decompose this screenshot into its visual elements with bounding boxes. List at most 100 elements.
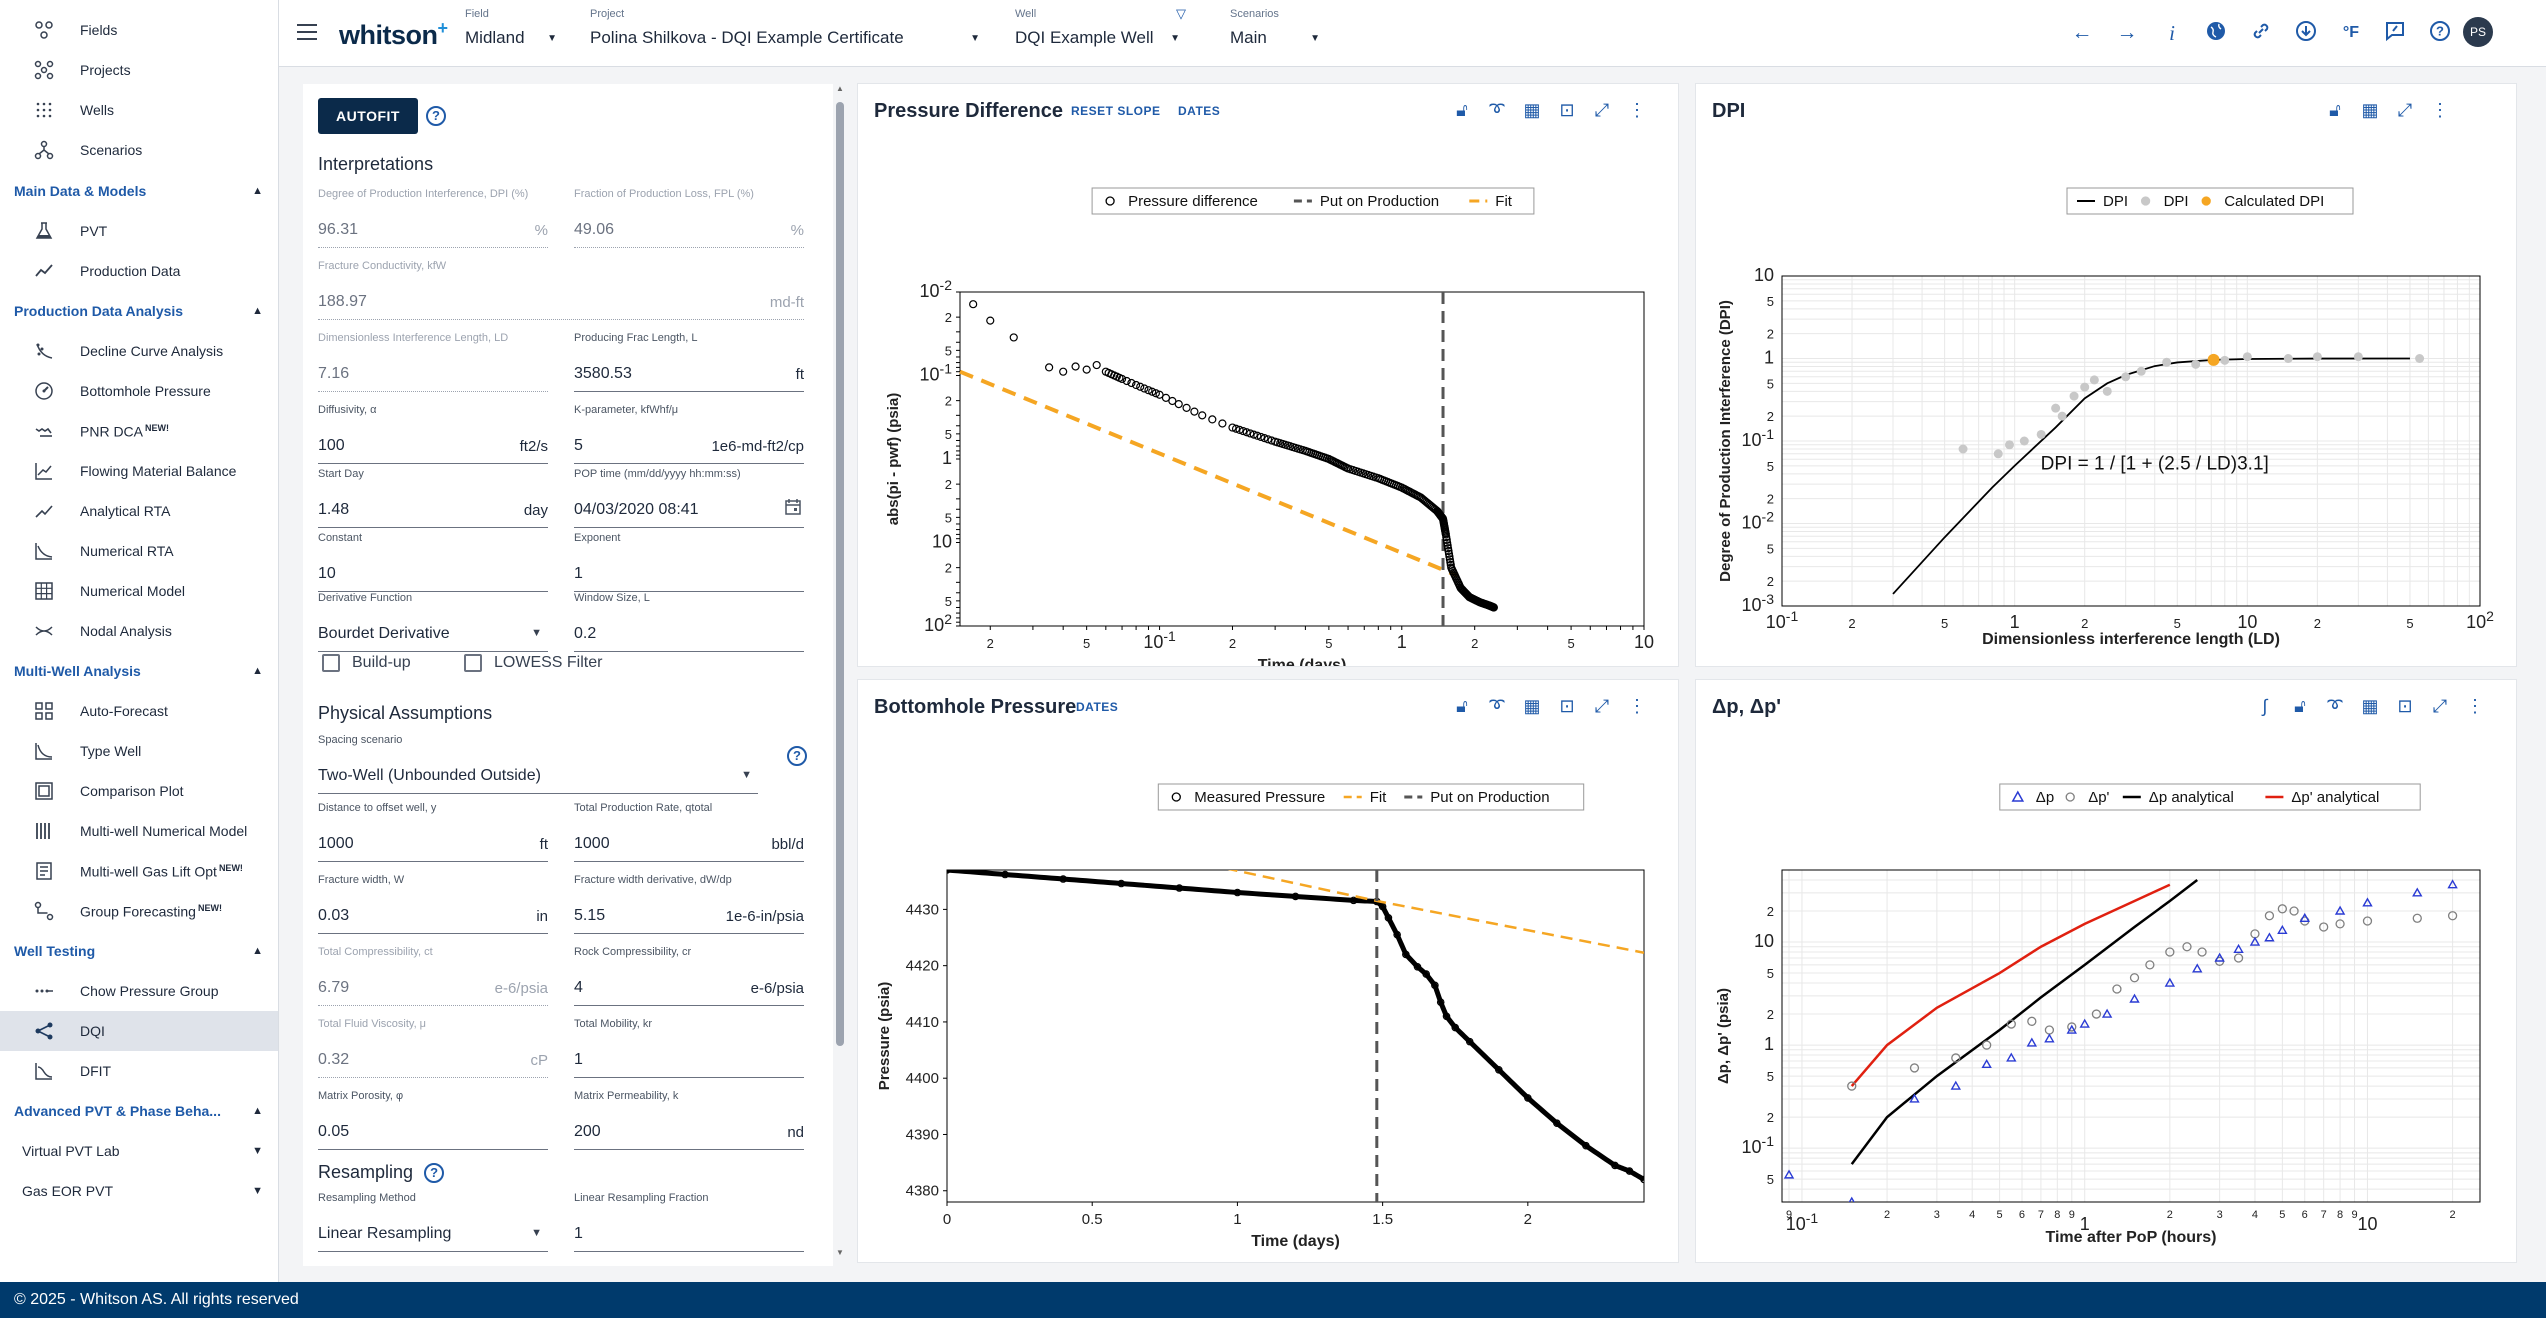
k-parameter-field[interactable]: K-parameter, kfWhf/μ 5 1e6-md-ft2/cp: [574, 404, 804, 464]
section-multi-well-analysis[interactable]: Multi-Well Analysis ▲: [0, 651, 278, 691]
section-advanced-pvt[interactable]: Advanced PVT & Phase Beha... ▲: [0, 1091, 278, 1131]
pop-time-field[interactable]: POP time (mm/dd/yyyy hh:mm:ss) 04/03/2020…: [574, 468, 804, 528]
project-select[interactable]: Project Polina Shilkova - DQI Example Ce…: [590, 8, 980, 56]
back-arrow-icon[interactable]: ←: [2071, 21, 2093, 44]
sidebar-item-gas-eor-pvt[interactable]: Gas EOR PVT ▼: [0, 1171, 278, 1211]
feedback-icon[interactable]: [2382, 20, 2408, 46]
forward-arrow-icon[interactable]: →: [2116, 21, 2138, 44]
avatar[interactable]: PS: [2463, 17, 2493, 47]
more-vert-icon[interactable]: ⋮: [1628, 100, 1646, 120]
globe-icon[interactable]: [2203, 20, 2229, 46]
sidebar-item-production-data[interactable]: Production Data: [0, 251, 278, 291]
sidebar-item-flowing-material-balance[interactable]: Flowing Material Balance: [0, 451, 278, 491]
section-production-data-analysis[interactable]: Production Data Analysis ▲: [0, 291, 278, 331]
sidebar-item-fields[interactable]: Fields: [0, 10, 278, 50]
help-icon[interactable]: ?: [2427, 20, 2453, 46]
sidebar-item-scenarios[interactable]: Scenarios: [0, 130, 278, 170]
distance-offset-field[interactable]: Distance to offset well, y 1000 ft: [318, 802, 548, 862]
producing-frac-length-field[interactable]: Producing Frac Length, L 3580.53 ft: [574, 332, 804, 392]
sidebar-item-dfit[interactable]: DFIT: [0, 1051, 278, 1091]
scatter-select-icon[interactable]: ⊡: [1559, 696, 1575, 716]
table-icon[interactable]: ▦: [2361, 696, 2379, 716]
lasso-icon[interactable]: ➰︎: [1489, 100, 1505, 120]
scatter-select-icon[interactable]: ⊡: [2397, 696, 2413, 716]
lasso-icon[interactable]: ➰︎: [2327, 696, 2343, 716]
exponent-field[interactable]: Exponent 1: [574, 532, 804, 592]
table-icon[interactable]: ▦: [1523, 696, 1541, 716]
diffusivity-field[interactable]: Diffusivity, α 100 ft2/s: [318, 404, 548, 464]
matrix-porosity-field[interactable]: Matrix Porosity, φ 0.05: [318, 1090, 548, 1150]
dates-button[interactable]: DATES: [1178, 104, 1221, 118]
sidebar-item-virtual-pvt-lab[interactable]: Virtual PVT Lab ▼: [0, 1131, 278, 1171]
scatter-select-icon[interactable]: ⊡: [1559, 100, 1575, 120]
bottomhole-pressure-chart[interactable]: 0 0.5 1 1.5 2 4380 4390 4400 4410 4420 4430 Time (d…: [858, 742, 1678, 1262]
buildup-checkbox[interactable]: Build-up: [322, 654, 411, 672]
sidebar-item-group-forecasting[interactable]: Group Forecasting NEW!: [0, 891, 278, 931]
sidebar-item-comparison-plot[interactable]: Comparison Plot: [0, 771, 278, 811]
matrix-permeability-field[interactable]: Matrix Permeability, k 200 nd: [574, 1090, 804, 1150]
sidebar-item-pvt[interactable]: PVT: [0, 211, 278, 251]
sidebar-item-type-well[interactable]: Type Well: [0, 731, 278, 771]
sidebar-item-auto-forecast[interactable]: Auto-Forecast: [0, 691, 278, 731]
dpi-chart[interactable]: 10-1 2 5 1 2 5 10 2 5 102105215210-15210-25210-3D…: [1696, 146, 2516, 666]
well-select[interactable]: Well DQI Example Well ▼: [1015, 8, 1180, 56]
sidebar-item-multi-well-gas-lift-opt[interactable]: Multi-well Gas Lift Opt NEW!: [0, 851, 278, 891]
linear-resampling-fraction-field[interactable]: Linear Resampling Fraction 1: [574, 1192, 804, 1252]
sidebar-item-wells[interactable]: Wells: [0, 90, 278, 130]
sidebar-item-bottomhole-pressure[interactable]: Bottomhole Pressure: [0, 371, 278, 411]
fullscreen-icon[interactable]: ⤢: [1594, 696, 1610, 716]
constant-field[interactable]: Constant 10: [318, 532, 548, 592]
section-well-testing[interactable]: Well Testing ▲: [0, 931, 278, 971]
field-select[interactable]: Field Midland ▼: [465, 8, 557, 56]
more-vert-icon[interactable]: ⋮: [2431, 100, 2449, 120]
table-icon[interactable]: ▦: [1523, 100, 1541, 120]
info-icon[interactable]: i: [2169, 21, 2175, 45]
scenario-select[interactable]: Scenarios Main ▼: [1230, 8, 1320, 56]
unlock-icon[interactable]: 🔓︎: [2294, 696, 2306, 716]
table-icon[interactable]: ▦: [2361, 100, 2379, 120]
pressure-difference-chart[interactable]: 2 5 10-1 2 5 1 2 5 1010-22510-1251251025102Time …: [858, 146, 1678, 666]
lasso-icon[interactable]: ➰︎: [1489, 696, 1505, 716]
unlock-icon[interactable]: 🔓︎: [1456, 696, 1468, 716]
help-icon[interactable]: ?: [426, 106, 446, 126]
delta-p-chart[interactable]: 910-1 2 3 4 5 6 7 8 9 1 2 3 4 5 6 7 8 9 10 22105215210-15Ti…: [1696, 742, 2516, 1262]
help-icon[interactable]: ?: [787, 746, 807, 766]
app-logo[interactable]: whitson+: [339, 18, 448, 51]
help-icon[interactable]: ?: [424, 1163, 445, 1184]
units-icon[interactable]: °F: [2342, 24, 2360, 41]
scrollbar-thumb[interactable]: [836, 102, 844, 1046]
fullscreen-icon[interactable]: ⤢: [2397, 100, 2413, 120]
total-production-rate-field[interactable]: Total Production Rate, qtotal 1000 bbl/d: [574, 802, 804, 862]
fracture-width-derivative-field[interactable]: Fracture width derivative, dW/dp 5.15 1e-6…: [574, 874, 804, 934]
total-mobility-field[interactable]: Total Mobility, kr 1: [574, 1018, 804, 1078]
sidebar-item-numerical-rta[interactable]: Numerical RTA: [0, 531, 278, 571]
scroll-up-icon[interactable]: ▲: [836, 84, 844, 93]
dates-button[interactable]: DATES: [1076, 700, 1119, 714]
reset-slope-button[interactable]: RESET SLOPE: [1071, 104, 1161, 118]
more-vert-icon[interactable]: ⋮: [1628, 696, 1646, 716]
download-icon[interactable]: [2293, 20, 2319, 46]
integral-icon[interactable]: ∫: [2262, 696, 2268, 716]
derivative-function-select[interactable]: Derivative Function Bourdet Derivative ▼: [318, 592, 548, 652]
sidebar-item-pnr-dca[interactable]: PNR DCA NEW!: [0, 411, 278, 451]
fracture-width-field[interactable]: Fracture width, W 0.03 in: [318, 874, 548, 934]
more-vert-icon[interactable]: ⋮: [2466, 696, 2484, 716]
scroll-down-icon[interactable]: ▼: [836, 1248, 844, 1257]
spacing-scenario-select[interactable]: Spacing scenario Two-Well (Unbounded Outs…: [318, 734, 758, 794]
calendar-icon[interactable]: [784, 498, 802, 521]
sidebar-item-numerical-model[interactable]: Numerical Model: [0, 571, 278, 611]
section-main-data-models[interactable]: Main Data & Models ▲: [0, 171, 278, 211]
sidebar-item-multi-well-numerical-model[interactable]: Multi-well Numerical Model: [0, 811, 278, 851]
menu-icon[interactable]: [297, 24, 317, 40]
scrollbar[interactable]: ▲ ▼: [834, 84, 846, 1262]
resampling-method-select[interactable]: Resampling Method Linear Resampling ▼: [318, 1192, 548, 1252]
unlock-icon[interactable]: 🔓︎: [1456, 100, 1468, 120]
autofit-button[interactable]: AUTOFIT: [318, 98, 418, 134]
window-size-field[interactable]: Window Size, L 0.2: [574, 592, 804, 652]
start-day-field[interactable]: Start Day 1.48 day: [318, 468, 548, 528]
filter-icon[interactable]: ▽: [1176, 6, 1186, 21]
link-icon[interactable]: [2248, 20, 2274, 46]
sidebar-item-dqi[interactable]: DQI: [0, 1011, 278, 1051]
rock-compressibility-field[interactable]: Rock Compressibility, cr 4 e-6/psia: [574, 946, 804, 1006]
sidebar-item-decline-curve-analysis[interactable]: Decline Curve Analysis: [0, 331, 278, 371]
